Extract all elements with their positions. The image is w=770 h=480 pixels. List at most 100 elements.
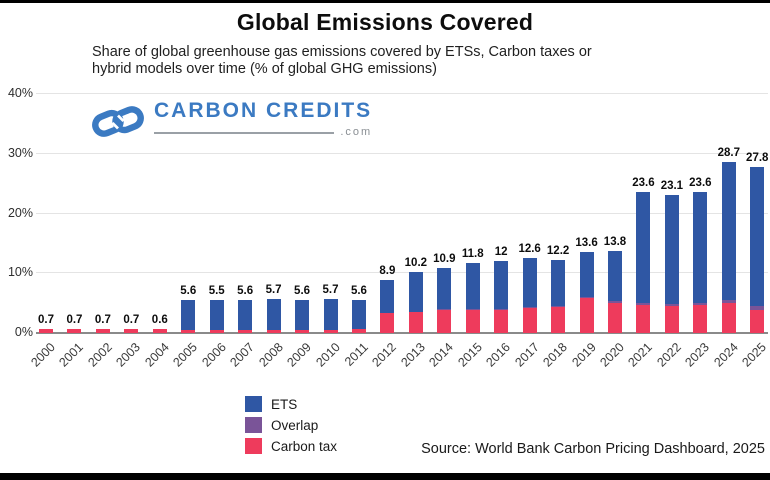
logo-underline: .com bbox=[154, 126, 372, 138]
carbon-credits-logo: CARBON CREDITS .com bbox=[90, 99, 372, 145]
bar-value-2025: 27.8 bbox=[746, 151, 769, 164]
legend-label-ets: ETS bbox=[271, 396, 298, 412]
bar-2014-carbon-tax bbox=[437, 309, 452, 333]
bar-2025-carbon-tax bbox=[750, 310, 765, 333]
bar-value-2001: 0.7 bbox=[66, 313, 83, 326]
bar-2003-carbon-tax bbox=[124, 328, 139, 333]
bar-value-2019: 13.6 bbox=[575, 236, 598, 249]
y-tick-10: 10% bbox=[7, 265, 33, 280]
y-tick-40: 40% bbox=[7, 86, 33, 100]
gridline-40 bbox=[36, 93, 768, 94]
y-tick-30: 30% bbox=[7, 145, 33, 160]
bar-value-2006: 5.5 bbox=[208, 285, 225, 298]
bar-value-2002: 0.7 bbox=[94, 313, 111, 326]
legend-swatch-ets bbox=[245, 396, 262, 412]
legend-label-carbon-tax: Carbon tax bbox=[271, 438, 338, 454]
legend-swatch-carbon-tax bbox=[245, 438, 262, 454]
bar-2009-carbon-tax bbox=[295, 330, 310, 333]
bottom-frame-bar bbox=[0, 473, 770, 480]
bar-2011-ets bbox=[351, 299, 366, 330]
chart-subtitle: Share of global greenhouse gas emissions… bbox=[92, 44, 692, 78]
bar-2016-ets bbox=[494, 261, 509, 309]
bar-2014-ets bbox=[437, 267, 452, 309]
bar-2021-ets bbox=[636, 192, 651, 304]
bar-2012-carbon-tax bbox=[380, 313, 395, 333]
bar-2006-ets bbox=[209, 300, 224, 331]
bar-2022-ets bbox=[664, 195, 679, 305]
bar-2023-overlap bbox=[693, 302, 708, 305]
bar-2018-ets bbox=[551, 260, 566, 307]
bar-2024-overlap bbox=[721, 300, 736, 304]
bar-value-2013: 10.2 bbox=[404, 257, 428, 270]
bar-value-2024: 28.7 bbox=[717, 146, 740, 159]
x-axis-line bbox=[36, 332, 768, 334]
legend-item-ets: ETS bbox=[245, 396, 337, 412]
bar-2006-carbon-tax bbox=[209, 330, 224, 333]
bar-2023-carbon-tax bbox=[693, 304, 708, 333]
bar-2011-carbon-tax bbox=[351, 329, 366, 333]
bar-value-2020: 13.8 bbox=[603, 235, 627, 248]
bar-2013-ets bbox=[408, 272, 423, 313]
legend: ETS Overlap Carbon tax bbox=[245, 396, 337, 454]
bar-2002-carbon-tax bbox=[95, 328, 110, 333]
bar-2008-carbon-tax bbox=[266, 330, 281, 333]
bar-value-2007: 5.6 bbox=[237, 284, 254, 297]
bar-value-2017: 12.6 bbox=[518, 242, 541, 255]
bar-value-2023: 23.6 bbox=[689, 177, 712, 189]
chart-subtitle-line1: Share of global greenhouse gas emissions… bbox=[92, 44, 592, 60]
bar-2005-carbon-tax bbox=[181, 330, 196, 333]
bar-value-2004: 0.6 bbox=[151, 314, 168, 327]
bar-2020-ets bbox=[608, 250, 622, 301]
gridline-20 bbox=[36, 212, 768, 214]
bar-2015-carbon-tax bbox=[465, 309, 480, 333]
bar-value-2009: 5.6 bbox=[294, 284, 311, 297]
chain-link-icon bbox=[90, 99, 146, 145]
bar-2015-ets bbox=[465, 262, 480, 309]
top-frame-bar bbox=[0, 0, 770, 3]
bar-2024-ets bbox=[721, 161, 736, 301]
y-tick-20: 20% bbox=[7, 205, 33, 220]
gridline-30 bbox=[36, 152, 768, 154]
bar-value-2021: 23.6 bbox=[632, 177, 655, 189]
legend-item-carbon-tax: Carbon tax bbox=[245, 438, 337, 454]
bar-value-2005: 5.6 bbox=[180, 284, 197, 297]
legend-swatch-overlap bbox=[245, 417, 262, 433]
bar-value-2011: 5.6 bbox=[350, 284, 367, 297]
legend-label-overlap: Overlap bbox=[271, 417, 319, 433]
bar-2016-carbon-tax bbox=[494, 309, 509, 333]
bar-2024-carbon-tax bbox=[721, 303, 736, 333]
bar-2014-overlap bbox=[437, 308, 452, 310]
bar-2022-overlap bbox=[664, 304, 679, 307]
bar-2022-carbon-tax bbox=[664, 306, 679, 333]
legend-item-overlap: Overlap bbox=[245, 417, 337, 433]
bar-2025-ets bbox=[750, 166, 765, 306]
bar-2019-carbon-tax bbox=[579, 298, 594, 333]
chart-title: Global Emissions Covered bbox=[236, 9, 534, 35]
bar-2023-ets bbox=[693, 192, 708, 303]
bar-2018-overlap bbox=[551, 306, 566, 307]
bar-value-2003: 0.7 bbox=[123, 313, 140, 326]
logo-underline-rule bbox=[154, 132, 335, 134]
bar-2021-overlap bbox=[636, 303, 651, 305]
bar-2005-ets bbox=[181, 299, 196, 331]
y-tick-0: 0% bbox=[14, 325, 33, 339]
chart-subtitle-line2: hybrid models over time (% of global GHG… bbox=[92, 61, 437, 77]
bar-2017-overlap bbox=[522, 306, 537, 308]
source-note: Source: World Bank Carbon Pricing Dashbo… bbox=[421, 441, 765, 457]
bar-2019-ets bbox=[579, 251, 594, 298]
bar-value-2008: 5.7 bbox=[265, 283, 282, 296]
bar-2007-carbon-tax bbox=[238, 330, 253, 333]
bar-2001-carbon-tax bbox=[67, 328, 82, 333]
bar-value-2000: 0.7 bbox=[38, 313, 54, 326]
bar-2019-overlap bbox=[579, 297, 594, 299]
bar-2013-carbon-tax bbox=[408, 312, 423, 333]
plot-area: 0.7 2000 0.7 2001 0.7 2002 0.7 2003 0.6 2004 5.6 20… bbox=[28, 93, 769, 370]
logo-brand-text: CARBON CREDITS bbox=[154, 99, 373, 122]
bar-2000-carbon-tax bbox=[39, 328, 53, 333]
bar-2021-carbon-tax bbox=[636, 304, 651, 333]
bar-value-2016: 12 bbox=[494, 246, 508, 259]
bar-value-2018: 12.2 bbox=[546, 245, 570, 258]
logo-text: CARBON CREDITS .com bbox=[154, 99, 372, 138]
gridline-10 bbox=[36, 272, 768, 274]
